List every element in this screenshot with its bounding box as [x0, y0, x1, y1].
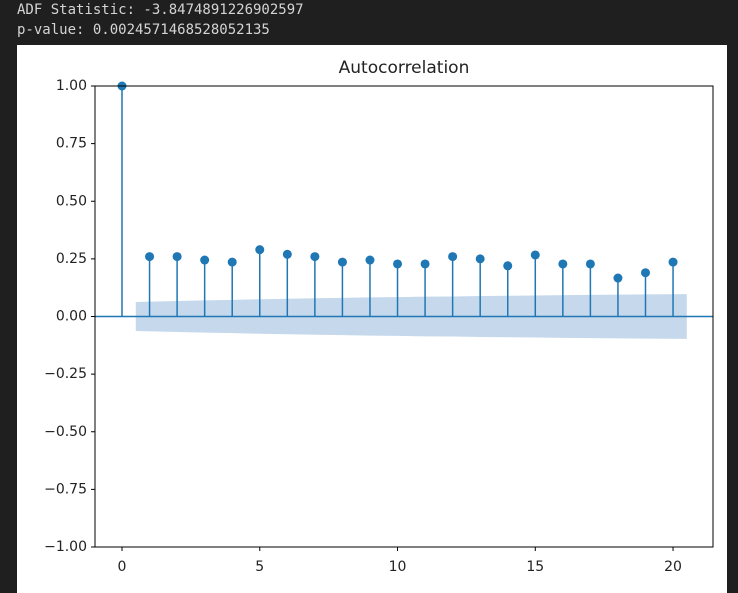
- stem-marker: [448, 252, 458, 262]
- stem-marker: [503, 261, 513, 271]
- stem-marker: [668, 257, 678, 267]
- stem-marker: [145, 252, 155, 262]
- x-tick-label: 10: [389, 559, 407, 575]
- x-tick-label: 15: [526, 559, 544, 575]
- stem-marker: [393, 259, 403, 269]
- stem-marker: [558, 259, 568, 269]
- stem-marker: [337, 257, 347, 267]
- y-tick-label: −0.75: [44, 481, 87, 497]
- stem-marker: [420, 259, 430, 269]
- y-tick-label: −1.00: [44, 539, 87, 555]
- stem-marker: [365, 255, 375, 265]
- chart-title: Autocorrelation: [339, 58, 470, 78]
- stem-marker: [227, 257, 237, 267]
- y-tick-label: 0.25: [56, 251, 87, 267]
- x-tick-label: 20: [664, 559, 682, 575]
- output-line: p-value: 0.0024571468528052135: [17, 22, 270, 38]
- y-tick-label: 1.00: [56, 78, 87, 94]
- stem-marker: [310, 252, 320, 262]
- output-line: ADF Statistic: -3.8474891226902597: [17, 2, 304, 18]
- stem-marker: [200, 255, 210, 265]
- axes-frame: [94, 85, 714, 548]
- stem-marker: [585, 259, 595, 269]
- stem-marker: [475, 254, 485, 264]
- stem-marker: [530, 250, 540, 260]
- x-tick-label: 0: [118, 559, 127, 575]
- y-tick-label: 0.50: [56, 193, 87, 209]
- x-tick-label: 5: [255, 559, 264, 575]
- y-tick-label: 0.00: [56, 309, 87, 325]
- stem-marker: [640, 268, 650, 278]
- stem-marker: [282, 249, 292, 259]
- stem-marker: [172, 252, 182, 262]
- y-tick-label: −0.25: [44, 366, 87, 382]
- y-tick-label: 0.75: [56, 136, 87, 152]
- stem-marker: [613, 273, 623, 283]
- stem-marker: [255, 245, 265, 255]
- y-tick-label: −0.50: [44, 424, 87, 440]
